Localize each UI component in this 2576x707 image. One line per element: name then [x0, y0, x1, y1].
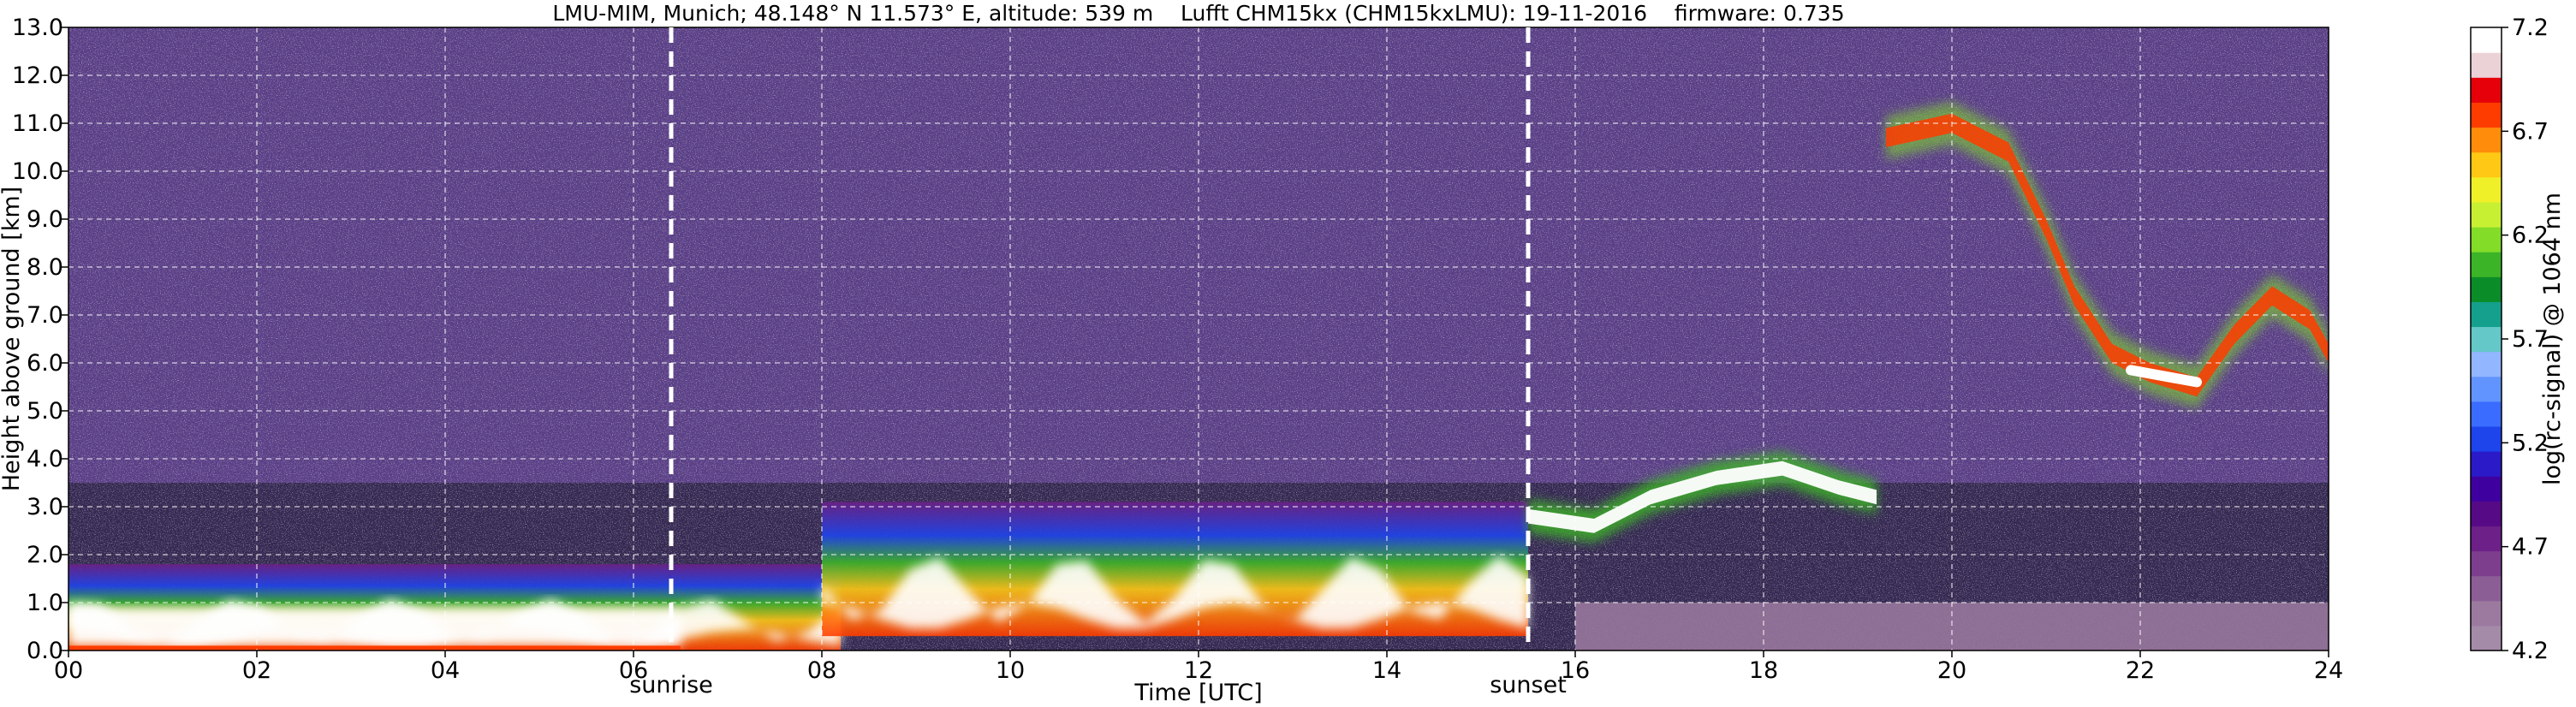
- y-axis-label: Height above ground [km]: [0, 187, 25, 491]
- colorbar-segment: [2471, 401, 2502, 427]
- colorbar-segment: [2471, 77, 2502, 103]
- colorbar-tick-label: 6.2: [2512, 223, 2549, 249]
- x-axis-label: Time [UTC]: [1133, 680, 1262, 706]
- x-tick-label: 12: [1184, 657, 1213, 684]
- colorbar-segment: [2471, 301, 2502, 328]
- colorbar-tick-label: 4.7: [2512, 534, 2549, 561]
- colorbar-segment: [2471, 476, 2502, 502]
- x-tick-label: 06: [619, 657, 648, 684]
- colorbar-segment: [2471, 526, 2502, 552]
- layer-cirrus-core: [2126, 365, 2202, 388]
- x-tick-label: 10: [996, 657, 1025, 684]
- y-tick-label: 5.0: [27, 398, 63, 425]
- x-tick-label: 04: [431, 657, 460, 684]
- colorbar-segment: [2471, 376, 2502, 402]
- colorbar-segment: [2471, 176, 2502, 203]
- sunrise-label: sunrise: [629, 672, 713, 698]
- x-tick-label: 14: [1372, 657, 1401, 684]
- colorbar-segment: [2471, 326, 2502, 353]
- x-tick-label: 22: [2126, 657, 2155, 684]
- colorbar-segment: [2471, 550, 2502, 577]
- colorbar-segment: [2471, 276, 2502, 302]
- colorbar: [2470, 27, 2502, 651]
- x-tick-label: 18: [1749, 657, 1778, 684]
- colorbar-segment: [2471, 52, 2502, 78]
- x-tick-label: 20: [1937, 657, 1966, 684]
- colorbar-segment: [2471, 501, 2502, 526]
- y-tick-label: 0.0: [27, 638, 63, 664]
- colorbar-segment: [2471, 201, 2502, 228]
- colorbar-tick-label: 6.7: [2512, 118, 2549, 145]
- colorbar-segment: [2471, 351, 2502, 377]
- colorbar-label: log(rc-signal) @ 1064 nm: [2539, 193, 2566, 485]
- colorbar-segment: [2471, 575, 2502, 602]
- layer-lifted-aerosol-layer: [1528, 460, 1877, 533]
- y-axis: 0.0 1.0 2.0 3.0 4.0 5.0 6.0 7.0 8.0 9.0 10.0 11.0 12…: [12, 15, 68, 664]
- colorbar-tick-label: 5.2: [2512, 430, 2549, 456]
- colorbar-segment: [2471, 226, 2502, 253]
- layer-cirrus: [1886, 113, 2329, 397]
- x-tick-label: 02: [242, 657, 271, 684]
- y-tick-label: 2.0: [27, 542, 63, 568]
- y-tick-label: 12.0: [12, 62, 63, 89]
- colorbar-segment: [2471, 600, 2502, 627]
- y-tick-label: 1.0: [27, 590, 63, 616]
- y-tick-label: 4.0: [27, 446, 63, 472]
- colorbar-segment: [2471, 152, 2502, 178]
- x-tick-label: 00: [54, 657, 83, 684]
- x-tick-label: 16: [1561, 657, 1590, 684]
- colorbar-segment: [2471, 102, 2502, 128]
- colorbar-segment: [2471, 625, 2502, 651]
- y-tick-label: 13.0: [12, 15, 63, 41]
- sunset-label: sunset: [1490, 672, 1567, 698]
- layer-surface-layer-base: [68, 645, 681, 651]
- y-tick-label: 11.0: [12, 110, 63, 137]
- colorbar-tick-label: 4.2: [2512, 638, 2549, 664]
- y-tick-label: 8.0: [27, 254, 63, 281]
- colorbar-ticks: 4.2 4.7 5.2 5.7 6.2 6.7 7.2: [2502, 15, 2549, 664]
- colorbar-segment: [2471, 127, 2502, 153]
- colorbar-segment: [2471, 425, 2502, 452]
- y-tick-label: 10.0: [12, 158, 63, 185]
- colorbar-segment: [2471, 451, 2502, 477]
- layer-boundary-layer-clouds-core: [822, 556, 1528, 629]
- colorbar-tick-label: 5.7: [2512, 326, 2549, 353]
- colorbar-segment: [2471, 252, 2502, 277]
- y-tick-label: 7.0: [27, 302, 63, 329]
- x-tick-label: 24: [2314, 657, 2343, 684]
- colorbar-segment: [2471, 27, 2502, 53]
- colorbar-tick-label: 7.2: [2512, 15, 2549, 41]
- y-tick-label: 6.0: [27, 350, 63, 377]
- x-axis: 00 02 04 06 08 10 12 14 16 18 20 22 24: [54, 651, 2343, 684]
- chart-title: LMU-MIM, Munich; 48.148° N 11.573° E, al…: [552, 1, 1844, 26]
- y-tick-label: 9.0: [27, 206, 63, 233]
- grid: [68, 27, 2329, 651]
- layer-surface-layer: [68, 607, 681, 646]
- y-tick-label: 3.0: [27, 494, 63, 520]
- x-tick-label: 08: [807, 657, 836, 684]
